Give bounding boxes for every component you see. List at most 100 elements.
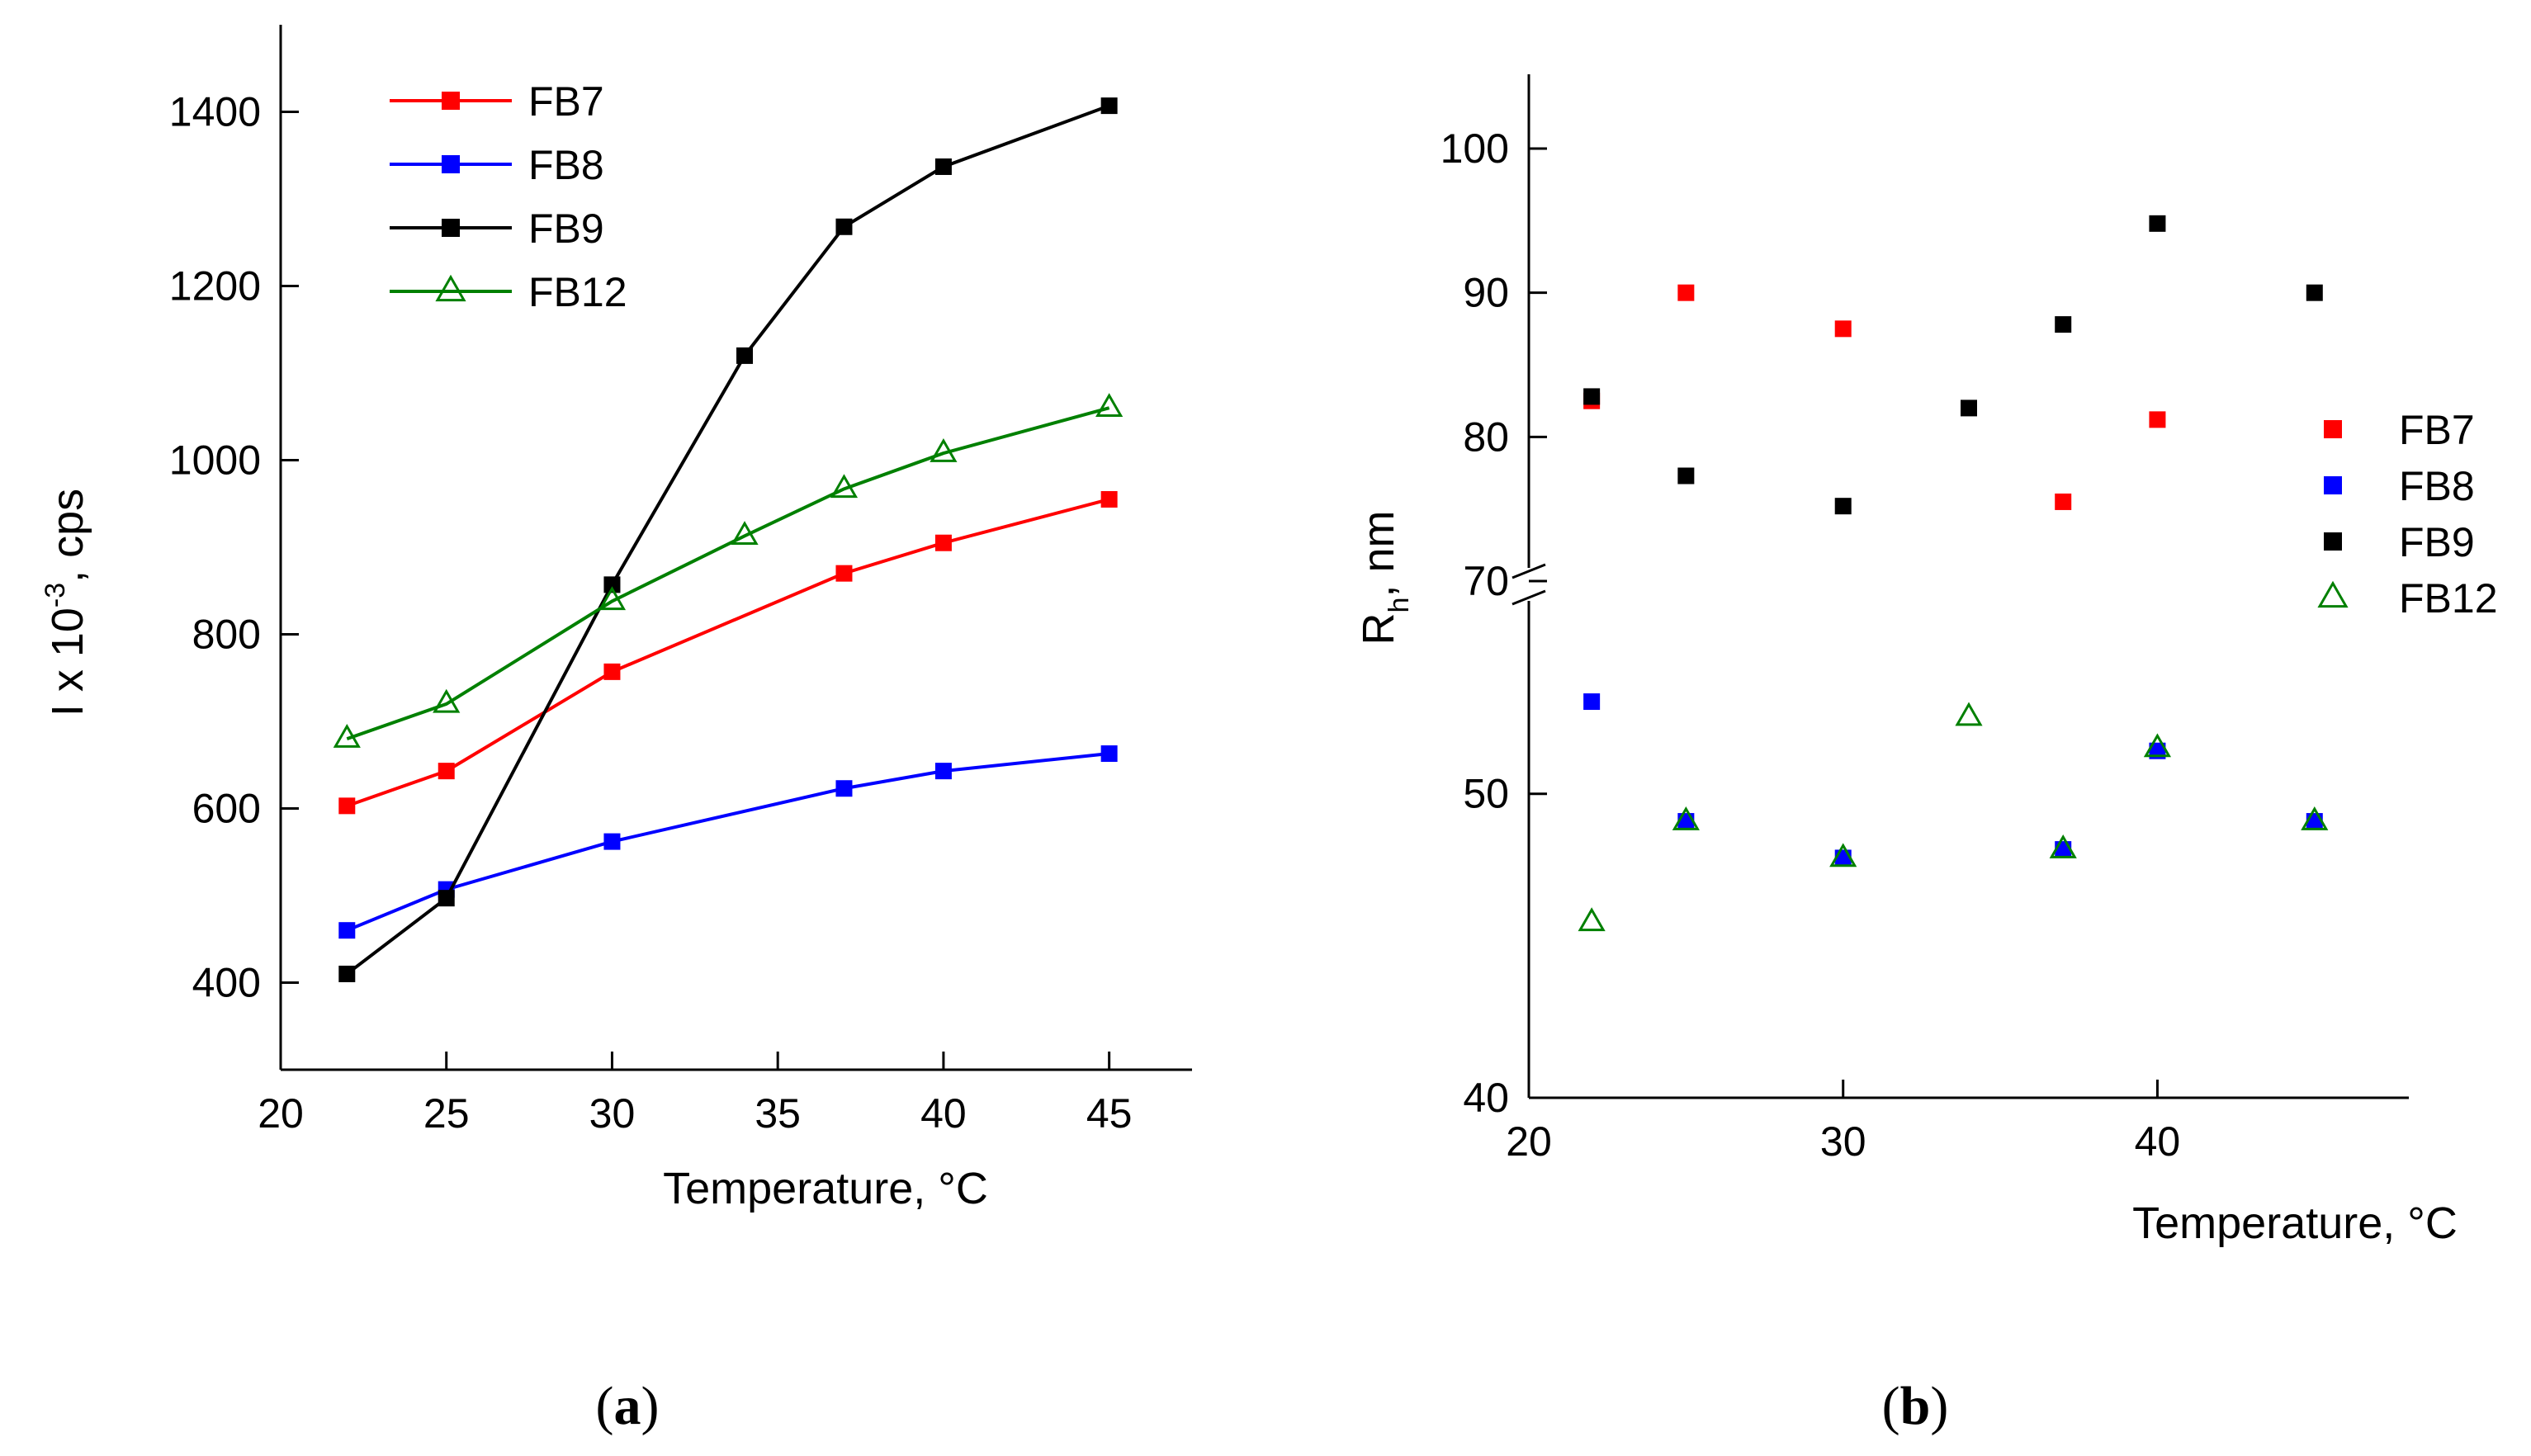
chart-a-point-fb12	[433, 688, 461, 713]
chart-b-legend: FB7 FB8 FB9 FB12	[2317, 407, 2498, 622]
chart-b-legend-marker-fb8	[2324, 476, 2342, 494]
chart-b-point-fb12	[1578, 907, 1606, 932]
chart-b-point-fb9	[1834, 498, 1852, 515]
chart-a-point-fb9	[1100, 97, 1118, 115]
chart-b-marks	[1578, 215, 2329, 932]
chart-b-point-fb8	[1583, 693, 1601, 711]
chart-b-point-fb9	[1583, 388, 1601, 405]
chart-a-y-tick-label: 800	[192, 612, 261, 658]
chart-b-x-axis-title: Temperature, °C	[2132, 1198, 2458, 1248]
chart-a-marks	[333, 97, 1124, 982]
chart-b-point-fb9	[2306, 284, 2323, 301]
chart-a-point-fb7	[1100, 490, 1118, 508]
chart-b-y-tick-label: 80	[1463, 414, 1509, 460]
chart-a-legend-label-fb12: FB12	[528, 269, 627, 315]
chart-b-legend-marker-fb12	[2317, 580, 2349, 608]
panel-b-label: (b)	[1882, 1376, 1949, 1436]
chart-a-x-axis-title: Temperature, °C	[663, 1164, 988, 1213]
chart-a-point-fb7	[835, 565, 853, 582]
chart-b-point-fb12	[1672, 806, 1700, 830]
chart-a-point-fb8	[338, 922, 356, 939]
chart-a-point-fb9	[603, 576, 621, 593]
chart-a-x-tick-label: 45	[1086, 1090, 1133, 1137]
chart-b-y-tick-label: 90	[1463, 270, 1509, 316]
chart-b-x-tick-label: 40	[2135, 1118, 2181, 1165]
chart-a-y-tick-label: 1000	[169, 437, 261, 484]
chart-b-axis-break-mark	[1512, 563, 1546, 579]
chart-a-legend: FB7 FB8 FB9 FB12	[390, 78, 627, 315]
chart-b-legend-label-fb12: FB12	[2399, 575, 2498, 622]
chart-a-point-fb8	[934, 763, 952, 780]
chart-b-x-tick-label: 20	[1506, 1118, 1552, 1165]
chart-b-point-fb12	[2049, 834, 2077, 858]
chart-a-point-fb9	[835, 218, 853, 235]
chart-a-legend-marker-fb8	[442, 155, 460, 173]
chart-b-legend-marker-fb9	[2324, 532, 2342, 551]
chart-a: 400 600 800 1000 1200 1400 20 25 30 35 40 45 FB7 FB8…	[40, 25, 1192, 1436]
chart-a-point-fb12	[830, 474, 859, 499]
chart-a-y-tick-label: 600	[192, 786, 261, 832]
chart-b-legend-label-fb9: FB9	[2399, 519, 2475, 565]
chart-b-legend-marker-fb7	[2324, 420, 2342, 438]
chart-a-x-tick-label: 30	[589, 1090, 636, 1137]
chart-a-point-fb12	[598, 586, 627, 611]
chart-b-y-tick-label: 70	[1463, 558, 1509, 604]
chart-a-point-fb8	[835, 780, 853, 797]
chart-a-x-tick-label: 25	[423, 1090, 470, 1137]
chart-b-axis-break-mark	[1512, 589, 1546, 606]
chart-b-point-fb12	[2143, 733, 2172, 758]
chart-b-point-fb12	[1955, 702, 1983, 726]
chart-a-point-fb12	[333, 723, 361, 748]
chart-b-y-tick-label: 40	[1463, 1075, 1509, 1121]
chart-b-legend-label-fb8: FB8	[2399, 463, 2475, 509]
chart-b-point-fb7	[1834, 320, 1852, 338]
chart-a-y-axis-title: I x 10-3, cps	[40, 489, 92, 716]
chart-b-point-fb9	[2149, 215, 2166, 232]
chart-a-point-fb8	[603, 833, 621, 850]
chart-a-point-fb7	[934, 534, 952, 551]
chart-b-y-tick-label: 100	[1441, 125, 1509, 172]
chart-a-point-fb7	[438, 763, 455, 780]
chart-a-y-tick-label: 400	[192, 960, 261, 1006]
chart-a-legend-marker-fb9	[442, 219, 460, 237]
chart-a-line-fb9	[346, 104, 1110, 976]
chart-a-line-fb12	[346, 406, 1110, 740]
chart-b-y-tick-label: 50	[1463, 771, 1509, 817]
chart-a-x-tick-label: 40	[920, 1090, 967, 1137]
chart-a-point-fb9	[438, 890, 455, 907]
chart-b-point-fb9	[1677, 467, 1695, 485]
chart-a-x-tick-label: 35	[755, 1090, 801, 1137]
chart-a-point-fb12	[1095, 393, 1124, 417]
chart-b-point-fb7	[1677, 284, 1695, 301]
chart-a-x-tick-label: 20	[258, 1090, 304, 1137]
chart-a-legend-marker-fb7	[442, 92, 460, 110]
chart-a-point-fb9	[934, 158, 952, 175]
chart-a-point-fb12	[731, 521, 759, 546]
chart-a-point-fb7	[603, 663, 621, 680]
chart-a-legend-label-fb9: FB9	[528, 206, 604, 252]
chart-a-legend-label-fb7: FB7	[528, 78, 604, 125]
chart-b-y-axis-title: Rh, nm	[1354, 511, 1415, 645]
chart-a-point-fb9	[736, 347, 754, 364]
chart-a-point-fb9	[338, 965, 356, 982]
chart-a-axes: 400 600 800 1000 1200 1400 20 25 30 35 40 45	[169, 25, 1192, 1137]
chart-b-point-fb12	[2301, 806, 2329, 830]
chart-b-point-fb12	[1829, 843, 1857, 867]
chart-b-x-tick-label: 30	[1820, 1118, 1866, 1165]
chart-b-legend-label-fb7: FB7	[2399, 407, 2475, 453]
chart-a-line-fb7	[346, 498, 1110, 808]
chart-a-line-fb8	[346, 752, 1109, 933]
chart-b-point-fb7	[2149, 411, 2166, 428]
chart-a-legend-label-fb8: FB8	[528, 142, 604, 188]
chart-b-point-fb9	[1961, 399, 1977, 417]
chart-b-point-fb7	[2055, 493, 2072, 510]
chart-a-point-fb12	[930, 437, 958, 462]
chart-a-y-tick-label: 1200	[169, 263, 261, 310]
panel-a-label: (a)	[596, 1376, 660, 1436]
chart-a-legend-marker-fb12	[435, 274, 466, 302]
chart-b-axes: 70 80 90 100 40 50 20 30 40	[1441, 74, 2409, 1165]
chart-b-point-fb9	[2055, 316, 2072, 333]
chart-a-point-fb7	[338, 797, 356, 815]
chart-a-point-fb8	[1100, 745, 1118, 763]
